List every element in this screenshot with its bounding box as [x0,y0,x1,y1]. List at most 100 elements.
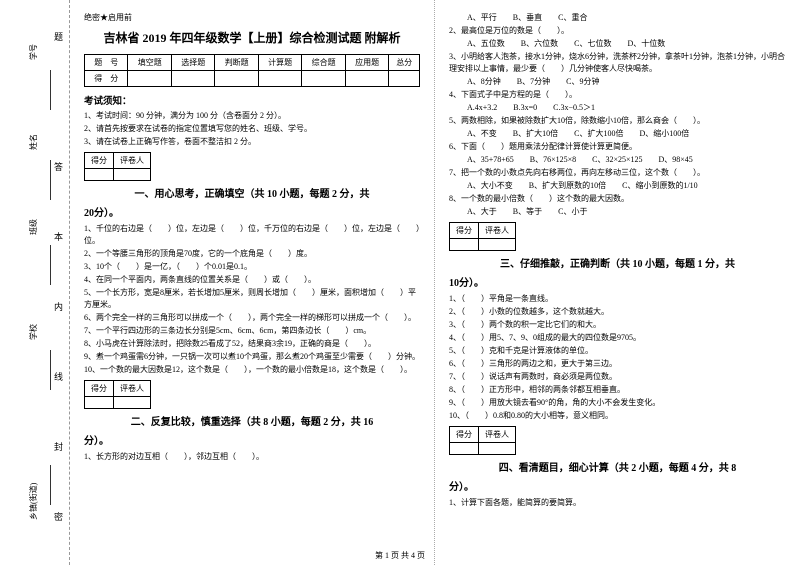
question: 1、长方形的对边互相（ ），邻边互相（ ）。 [84,451,420,463]
mini-header: 得分 [85,380,114,396]
score-header: 总分 [389,55,420,71]
score-header: 综合题 [302,55,345,71]
mini-cell[interactable] [85,168,114,180]
page-footer: 第 1 页 共 4 页 [0,550,800,561]
question: 8、小马虎在计算除法时，把除数25看成了52，结果商3余19，正确的商是（ ）。 [84,338,420,350]
section-4-title: 四、看清题目，细心计算（共 2 小题，每题 4 分，共 8 [499,463,737,474]
secret-label: 绝密★启用前 [84,12,420,23]
score-header: 选择题 [171,55,214,71]
section-2-title: 二、反复比较，慎重选择（共 8 小题，每题 2 分，共 16 [131,417,374,428]
margin-field-id: 学号 [28,44,39,60]
question: 4、下面式子中是方程的是（ ）。 [449,89,786,101]
margin-field-class: 班级 [28,219,39,235]
options: A、不变 B、扩大10倍 C、扩大100倍 D、缩小100倍 [449,128,786,140]
table-row: 题 号 填空题 选择题 判断题 计算题 综合题 应用题 总分 [85,55,420,71]
mini-header: 评卷人 [479,223,516,239]
seal-char: 答 [54,160,63,173]
question: 1、千位的右边是（ ）位，左边是（ ）位，千万位的右边是（ ）位，左边是（ ）位… [84,223,420,247]
notice-header: 考试须知： [84,93,420,107]
question: 2、一个等腰三角形的顶角是70度，它的一个底角是（ ）度。 [84,248,420,260]
seal-char: 线 [54,370,63,383]
question: 8、一个数的最小倍数（ ）这个数的最大因数。 [449,193,786,205]
mini-cell[interactable] [85,396,114,408]
question: 2、（ ）小数的位数越多，这个数就越大。 [449,306,786,318]
question: 7、一个平行四边形的三条边长分别是5cm、6cm、6cm，第四条边长（ ）cm。 [84,325,420,337]
question: 6、下面（ ）题用乘法分配律计算使计算更简便。 [449,141,786,153]
grader-table: 得分评卷人 [84,380,151,409]
score-header: 题 号 [85,55,128,71]
margin-field-town: 乡镇(街道) [28,483,39,520]
options: A、35+78+65 B、76×125×8 C、32×25×125 D、98×4… [449,154,786,166]
mini-header: 得分 [85,152,114,168]
grader-table: 得分评卷人 [449,222,516,251]
options: A、平行 B、垂直 C、重合 [449,12,786,24]
question: 10、一个数的最大因数是12，这个数是（ ），一个数的最小倍数是18，这个数是（… [84,364,420,376]
content-area: 绝密★启用前 吉林省 2019 年四年级数学【上册】综合检测试题 附解析 题 号… [70,0,800,565]
score-cell[interactable] [171,71,214,87]
margin-line [50,465,51,505]
section-1-points: 20分）。 [84,204,420,219]
question: 3、小明给客人泡茶，接水1分钟，烧水6分钟，洗茶杯2分钟，拿茶叶1分钟，泡茶1分… [449,51,786,75]
exam-title: 吉林省 2019 年四年级数学【上册】综合检测试题 附解析 [84,29,420,46]
question: 5、两数相除，如果被除数扩大10倍，除数缩小10倍，那么商会（ ）。 [449,115,786,127]
question: 5、一个长方形，宽是8厘米，若长增加5厘米，则周长增加（ ）厘米，面积增加（ ）… [84,287,420,311]
score-row-label: 得 分 [85,71,128,87]
question: 2、最高位是万位的数是（ ）。 [449,25,786,37]
section-2-points: 分）。 [84,432,420,447]
mini-cell[interactable] [450,443,479,455]
options: A、8分钟 B、7分钟 C、9分钟 [449,76,786,88]
grader-table: 得分评卷人 [449,426,516,455]
left-column: 绝密★启用前 吉林省 2019 年四年级数学【上册】综合检测试题 附解析 题 号… [70,0,435,565]
seal-char: 本 [54,230,63,243]
question: 4、（ ）用5、7、9、0组成的最大的四位数是9705。 [449,332,786,344]
score-cell[interactable] [128,71,171,87]
seal-char: 题 [54,30,63,43]
question: 9、煮一个鸡蛋需6分钟，一只锅一次可以煮10个鸡蛋，那么煮20个鸡蛋至少需要（ … [84,351,420,363]
seal-char: 内 [54,300,63,313]
question: 7、（ ）说话声有两数时，商必须是两位数。 [449,371,786,383]
notice-item: 1、考试时间：90 分钟，满分为 100 分（含卷面分 2 分）。 [84,110,420,121]
question: 8、（ ）正方形中，相邻的两条邻都互相垂直。 [449,384,786,396]
mini-cell[interactable] [114,168,151,180]
score-header: 应用题 [345,55,388,71]
margin-field-school: 学校 [28,324,39,340]
section-3-points: 10分）。 [449,274,786,289]
mini-cell[interactable] [479,239,516,251]
question: 6、（ ）三角形的两边之和，更大于第三边。 [449,358,786,370]
score-header: 填空题 [128,55,171,71]
mini-cell[interactable] [450,239,479,251]
options: A.4x+3.2 B.3x=0 C.3x−0.5＞1 [449,102,786,114]
options: A、五位数 B、六位数 C、七位数 D、十位数 [449,38,786,50]
seal-char: 封 [54,440,63,453]
margin-line [50,350,51,390]
section-3-title: 三、仔细推敲，正确判断（共 10 小题，每题 1 分，共 [500,259,735,270]
mini-cell[interactable] [479,443,516,455]
score-cell[interactable] [215,71,258,87]
seal-char: 密 [54,510,63,523]
score-cell[interactable] [345,71,388,87]
mini-header: 得分 [450,223,479,239]
score-header: 计算题 [258,55,301,71]
question: 4、在同一个平面内，两条直线的位置关系是（ ）或（ ）。 [84,274,420,286]
mini-header: 评卷人 [114,380,151,396]
score-cell[interactable] [302,71,345,87]
score-cell[interactable] [389,71,420,87]
mini-cell[interactable] [114,396,151,408]
mini-header: 得分 [450,427,479,443]
question: 5、（ ）克和千克是计算液体的单位。 [449,345,786,357]
options: A、大小不变 B、扩大到原数的10倍 C、缩小到原数的1/10 [449,180,786,192]
mini-header: 评卷人 [479,427,516,443]
question: 10、（ ）0.8和0.80的大小相等，意义相同。 [449,410,786,422]
question: 6、两个完全一样的三角形可以拼成一个（ ），两个完全一样的梯形可以拼成一个（ ）… [84,312,420,324]
section-4-points: 分）。 [449,478,786,493]
options: A、大于 B、等于 C、小于 [449,206,786,218]
notice-item: 2、请首先按要求在试卷的指定位置填写您的姓名、班级、学号。 [84,123,420,134]
question: 3、10个（ ）是一亿，（ ）个0.01是0.1。 [84,261,420,273]
binding-margin: 学号 姓名 班级 学校 乡镇(街道) 题 答 本 内 线 封 密 [0,0,70,565]
margin-line [50,245,51,285]
margin-line [50,70,51,110]
table-row: 得 分 [85,71,420,87]
score-cell[interactable] [258,71,301,87]
section-1-title: 一、用心思考，正确填空（共 10 小题，每题 2 分，共 [135,189,370,200]
question: 7、把一个数的小数点先向右移两位，再向左移动三位，这个数（ ）。 [449,167,786,179]
